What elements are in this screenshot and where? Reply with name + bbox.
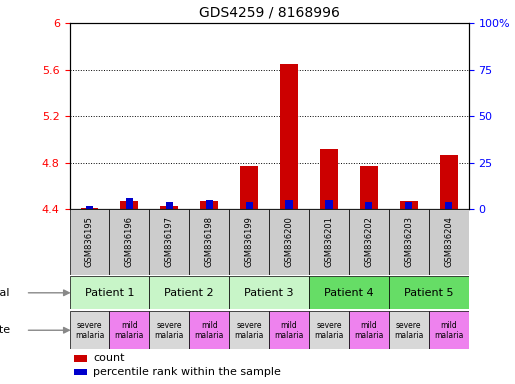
Text: GSM836196: GSM836196 xyxy=(125,217,134,267)
Text: severe
malaria: severe malaria xyxy=(234,321,264,340)
Text: mild
malaria: mild malaria xyxy=(115,321,144,340)
Bar xyxy=(160,206,178,209)
Bar xyxy=(285,200,293,209)
Bar xyxy=(229,209,269,275)
Bar xyxy=(309,209,349,275)
Bar xyxy=(70,209,109,275)
Bar xyxy=(440,155,458,209)
Text: disease state: disease state xyxy=(0,325,10,335)
Bar xyxy=(80,208,98,209)
Text: Patient 3: Patient 3 xyxy=(244,288,294,298)
Text: GSM836199: GSM836199 xyxy=(245,217,253,267)
Text: GSM836203: GSM836203 xyxy=(404,217,413,267)
Bar xyxy=(360,166,378,209)
Bar xyxy=(126,198,133,209)
Text: Patient 4: Patient 4 xyxy=(324,288,374,298)
Bar xyxy=(325,200,333,209)
Text: severe
malaria: severe malaria xyxy=(154,321,184,340)
Bar xyxy=(405,202,413,209)
Text: Patient 5: Patient 5 xyxy=(404,288,454,298)
Bar xyxy=(349,209,389,275)
Bar xyxy=(349,311,389,349)
Text: GSM836198: GSM836198 xyxy=(205,217,214,267)
Text: Patient 1: Patient 1 xyxy=(84,288,134,298)
Text: mild
malaria: mild malaria xyxy=(274,321,304,340)
Bar xyxy=(200,201,218,209)
Bar xyxy=(190,209,229,275)
Text: GSM836204: GSM836204 xyxy=(444,217,453,267)
Bar xyxy=(365,202,372,209)
Bar xyxy=(74,369,88,376)
Bar xyxy=(320,149,338,209)
Bar xyxy=(149,209,190,275)
Bar xyxy=(280,64,298,209)
Bar xyxy=(445,202,452,209)
Text: individual: individual xyxy=(0,288,10,298)
Bar xyxy=(70,276,149,309)
Bar xyxy=(240,166,258,209)
Bar xyxy=(109,311,149,349)
Text: severe
malaria: severe malaria xyxy=(314,321,344,340)
Text: severe
malaria: severe malaria xyxy=(75,321,104,340)
Bar xyxy=(149,311,190,349)
Bar xyxy=(229,276,309,309)
Bar xyxy=(246,202,253,209)
Bar xyxy=(309,276,389,309)
Text: count: count xyxy=(94,353,125,363)
Bar xyxy=(269,209,309,275)
Bar xyxy=(269,311,309,349)
Text: GSM836195: GSM836195 xyxy=(85,217,94,267)
Text: mild
malaria: mild malaria xyxy=(434,321,464,340)
Text: GSM836202: GSM836202 xyxy=(365,217,373,267)
Text: percentile rank within the sample: percentile rank within the sample xyxy=(94,367,281,377)
Bar xyxy=(149,276,229,309)
Bar xyxy=(389,276,469,309)
Text: GSM836200: GSM836200 xyxy=(285,217,294,267)
Bar xyxy=(74,356,88,362)
Text: GSM836201: GSM836201 xyxy=(324,217,333,267)
Bar xyxy=(205,200,213,209)
Text: mild
malaria: mild malaria xyxy=(195,321,224,340)
Bar xyxy=(109,209,149,275)
Bar xyxy=(86,205,93,209)
Bar xyxy=(429,311,469,349)
Text: mild
malaria: mild malaria xyxy=(354,321,384,340)
Bar xyxy=(190,311,229,349)
Bar xyxy=(400,201,418,209)
Text: GSM836197: GSM836197 xyxy=(165,217,174,267)
Text: Patient 2: Patient 2 xyxy=(164,288,214,298)
Bar xyxy=(121,201,139,209)
Text: severe
malaria: severe malaria xyxy=(394,321,423,340)
Bar xyxy=(166,202,173,209)
Bar xyxy=(389,209,429,275)
Title: GDS4259 / 8168996: GDS4259 / 8168996 xyxy=(199,5,339,19)
Bar xyxy=(429,209,469,275)
Bar xyxy=(389,311,429,349)
Bar xyxy=(229,311,269,349)
Bar xyxy=(309,311,349,349)
Bar xyxy=(70,311,109,349)
